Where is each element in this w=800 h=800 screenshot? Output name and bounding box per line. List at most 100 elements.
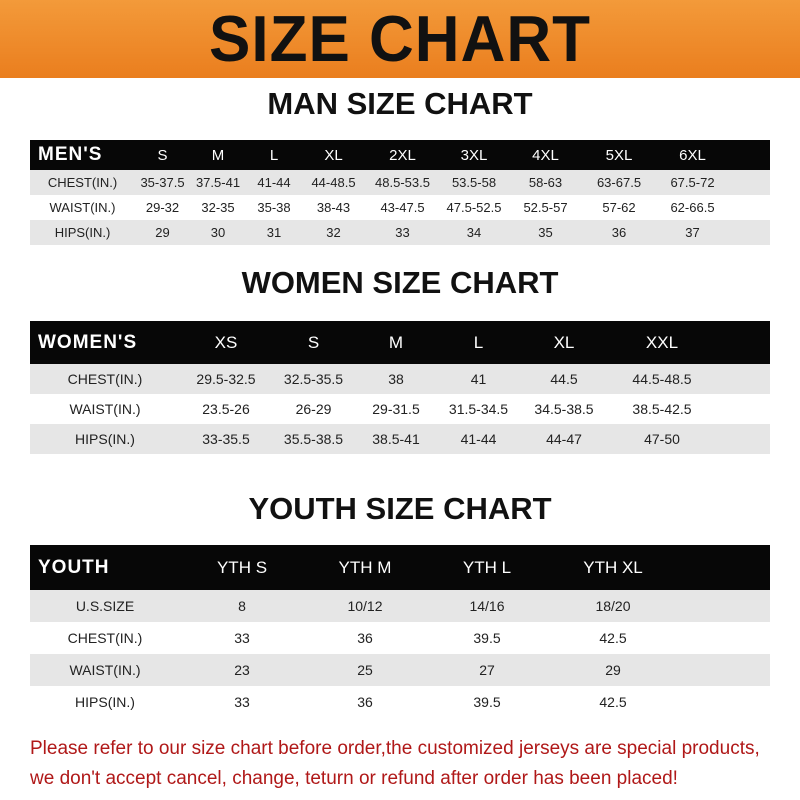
table-cell: 39.5 xyxy=(473,630,501,646)
table-cell: 36 xyxy=(357,694,373,710)
table-cell: 41-44 xyxy=(257,175,291,190)
row-label: CHEST(IN.) xyxy=(67,630,143,646)
size-column-header: YTH S xyxy=(216,557,268,577)
table-cell: 37.5-41 xyxy=(195,175,241,190)
table-cell: 26-29 xyxy=(295,401,332,417)
table-cell: 58-63 xyxy=(528,175,563,190)
table-cell: 62-66.5 xyxy=(670,200,715,215)
table-cell: 30 xyxy=(210,225,226,240)
table-cell: 23 xyxy=(234,662,250,678)
table-cell: 29.5-32.5 xyxy=(196,371,256,387)
table-heading: MEN'S xyxy=(38,144,103,165)
table-cell: 35.5-38.5 xyxy=(283,431,344,447)
size-column-header: YTH M xyxy=(338,557,392,577)
table-cell: 43-47.5 xyxy=(380,200,425,215)
table-cell: 63-67.5 xyxy=(596,175,642,190)
size-column-header: YTH XL xyxy=(583,557,643,577)
table-cell: 29-31.5 xyxy=(372,401,420,417)
size-column-header: 4XL xyxy=(532,146,559,164)
table-cell: 18/20 xyxy=(595,598,631,614)
size-column-header: XXL xyxy=(645,332,679,352)
table-cell: 29 xyxy=(605,662,621,678)
table-row: WAIST(IN.) 23.5-26 26-29 29-31.5 31.5-34.5 34… xyxy=(30,394,770,424)
row-label: WAIST(IN.) xyxy=(69,401,141,417)
row-label: HIPS(IN.) xyxy=(54,225,111,240)
table-header-row: WOMEN'S XS S M L XL XXL xyxy=(30,321,770,364)
table-cell: 41 xyxy=(470,371,487,387)
row-label: CHEST(IN.) xyxy=(47,175,118,190)
size-column-header: 6XL xyxy=(679,146,706,164)
table-row: WAIST(IN.) 29-32 32-35 35-38 38-43 43-47.5 47.… xyxy=(30,195,770,220)
table-cell: 32 xyxy=(326,225,341,240)
size-column-header: M xyxy=(388,332,404,352)
table-cell: 42.5 xyxy=(599,694,627,710)
size-column-header: XL xyxy=(553,332,575,352)
size-column-header: 3XL xyxy=(460,146,488,164)
table-heading: YOUTH xyxy=(38,556,110,578)
table-cell: 29 xyxy=(155,225,170,240)
size-column-header: M xyxy=(211,146,225,164)
table-cell: 53.5-58 xyxy=(451,175,497,190)
table-cell: 32.5-35.5 xyxy=(283,371,344,387)
order-notice: Please refer to our size chart before or… xyxy=(30,734,790,794)
table-cell: 57-62 xyxy=(602,200,636,215)
size-column-header: L xyxy=(269,146,279,164)
table-cell: 35-38 xyxy=(257,200,291,215)
size-column-header: S xyxy=(307,332,320,352)
size-column-header: S xyxy=(157,146,168,164)
table-cell: 33 xyxy=(395,225,410,240)
table-cell: 25 xyxy=(357,662,373,678)
table-cell: 38.5-41 xyxy=(372,431,420,447)
table-cell: 14/16 xyxy=(469,598,505,614)
table-row: CHEST(IN.) 35-37.5 37.5-41 41-44 44-48.5 48.5… xyxy=(30,170,770,195)
youth-title: YOUTH SIZE CHART xyxy=(248,491,552,526)
size-column-header: 5XL xyxy=(605,146,633,164)
size-column-header: 2XL xyxy=(389,146,416,164)
table-header-row: MEN'S S M L XL 2XL 3XL 4XL 5XL 6XL xyxy=(30,140,770,170)
size-column-header: YTH L xyxy=(462,557,512,577)
size-column-header: XS xyxy=(214,332,238,352)
table-cell: 34 xyxy=(466,225,482,240)
notice-line-1: Please refer to our size chart before or… xyxy=(30,738,760,759)
table-row: HIPS(IN.) 33 36 39.5 42.5 xyxy=(30,686,770,718)
table-cell: 41-44 xyxy=(460,431,497,447)
men-title: MAN SIZE CHART xyxy=(267,86,533,121)
table-cell: 35-37.5 xyxy=(140,175,185,190)
women-size-table: WOMEN'S XS S M L XL XXL CHEST(IN.) 29.5-32.5 32.5… xyxy=(30,321,770,454)
table-cell: 23.5-26 xyxy=(202,401,250,417)
size-chart-banner: SIZE CHART xyxy=(0,0,800,78)
table-row: HIPS(IN.) 29 30 31 32 33 34 35 36 37 xyxy=(30,220,770,245)
table-cell: 36 xyxy=(357,630,373,646)
table-cell: 8 xyxy=(238,598,246,614)
table-cell: 35 xyxy=(538,225,553,240)
table-cell: 33-35.5 xyxy=(202,431,250,447)
table-cell: 33 xyxy=(234,694,250,710)
table-cell: 47-50 xyxy=(644,431,680,447)
table-cell: 67.5-72 xyxy=(670,175,715,190)
table-cell: 42.5 xyxy=(599,630,627,646)
table-row: CHEST(IN.) 33 36 39.5 42.5 xyxy=(30,622,770,654)
table-cell: 31.5-34.5 xyxy=(448,401,509,417)
table-cell: 10/12 xyxy=(347,598,383,614)
table-cell: 39.5 xyxy=(473,694,501,710)
table-cell: 44-48.5 xyxy=(311,175,356,190)
table-cell: 29-32 xyxy=(145,200,180,215)
table-header-row: YOUTH YTH S YTH M YTH L YTH XL xyxy=(30,545,770,590)
table-cell: 47.5-52.5 xyxy=(446,200,502,215)
table-cell: 37 xyxy=(685,225,700,240)
table-cell: 48.5-53.5 xyxy=(375,175,430,190)
table-cell: 33 xyxy=(234,630,250,646)
row-label: U.S.SIZE xyxy=(75,598,135,614)
table-row: WAIST(IN.) 23 25 27 29 xyxy=(30,654,770,686)
youth-size-table: YOUTH YTH S YTH M YTH L YTH XL U.S.SIZE 8 10/12… xyxy=(30,545,770,718)
table-heading: WOMEN'S xyxy=(38,331,138,353)
table-row: U.S.SIZE 8 10/12 14/16 18/20 xyxy=(30,590,770,622)
table-cell: 36 xyxy=(611,225,627,240)
row-label: WAIST(IN.) xyxy=(49,200,116,215)
table-cell: 44-47 xyxy=(546,431,582,447)
size-column-header: L xyxy=(473,332,484,352)
row-label: HIPS(IN.) xyxy=(75,694,135,710)
table-cell: 38-43 xyxy=(316,200,351,215)
row-label: WAIST(IN.) xyxy=(69,662,141,678)
table-cell: 44.5-48.5 xyxy=(632,371,692,387)
